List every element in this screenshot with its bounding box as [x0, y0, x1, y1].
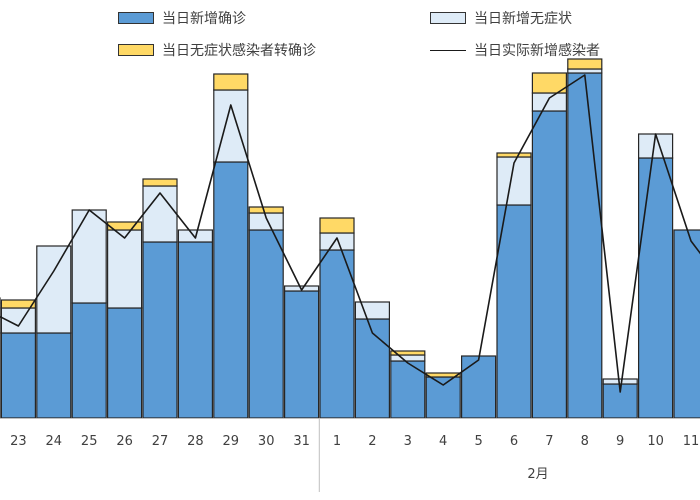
x-tick-label-10: 10 [647, 434, 664, 449]
x-tick-label-24: 24 [46, 434, 63, 449]
x-tick-label-30: 30 [258, 434, 275, 449]
x-tick-label-5: 5 [474, 434, 482, 449]
bar-converted-7 [531, 72, 568, 94]
bar-confirmed-4 [425, 376, 461, 419]
legend-label-asymptomatic: 当日新增无症状 [474, 11, 572, 27]
bar-confirmed-23 [0, 332, 36, 419]
bar-confirmed-24 [36, 332, 72, 419]
bar-converted-23 [0, 299, 36, 309]
bar-confirmed-31 [284, 290, 320, 419]
x-tick-label-28: 28 [187, 434, 204, 449]
bar-asymptomatic-7 [531, 92, 568, 112]
bar-confirmed-2 [354, 318, 390, 419]
bar-confirmed-29 [213, 161, 249, 419]
bar-confirmed-10 [637, 157, 674, 419]
x-tick-label-4: 4 [439, 434, 447, 449]
x-tick-label-29: 29 [223, 434, 240, 449]
x-group-label: 2月 [527, 467, 548, 482]
legend-label-actual: 当日实际新增感染者 [474, 43, 600, 59]
x-tick-label-26: 26 [116, 434, 133, 449]
bar-converted-1 [319, 217, 355, 234]
bar-confirmed-8 [567, 72, 603, 419]
bar-converted-29 [213, 73, 249, 91]
bar-asymptomatic-27 [142, 185, 178, 243]
legend-swatch-converted [118, 44, 154, 56]
bar-confirmed-5 [461, 355, 497, 419]
legend-item-converted: 当日无症状感染者转确诊 [118, 40, 316, 60]
bar-confirmed-11 [673, 229, 700, 419]
bar-asymptomatic-1 [319, 232, 355, 251]
bar-asymptomatic-2 [354, 301, 390, 320]
bar-converted-26 [106, 221, 143, 231]
bar-asymptomatic-6 [496, 156, 532, 206]
bar-converted-6 [496, 152, 532, 158]
x-tick-label-11: 11 [683, 434, 700, 449]
bar-confirmed-7 [531, 110, 568, 419]
bar-confirmed-25 [71, 302, 107, 419]
bar-confirmed-6 [496, 204, 532, 419]
legend-line-actual [430, 49, 466, 51]
x-tick-label-9: 9 [616, 434, 624, 449]
bar-confirmed-27 [142, 241, 178, 419]
x-tick-label-27: 27 [152, 434, 169, 449]
x-tick-label-6: 6 [510, 434, 518, 449]
x-tick-label-25: 25 [81, 434, 98, 449]
bar-asymptomatic-3 [390, 354, 426, 362]
x-tick-label-3: 3 [404, 434, 412, 449]
bar-confirmed-1 [319, 249, 355, 419]
bar-asymptomatic-26 [106, 229, 143, 309]
bar-converted-8 [567, 58, 603, 70]
bar-confirmed-30 [248, 229, 284, 419]
bar-converted-27 [142, 178, 178, 187]
x-tick-label-1: 1 [333, 434, 341, 449]
legend-item-asymptomatic: 当日新增无症状 [430, 8, 572, 28]
bar-converted-3 [390, 350, 426, 356]
legend-label-confirmed: 当日新增确诊 [162, 11, 246, 27]
bar-asymptomatic-25 [71, 209, 107, 304]
x-tick-label-23: 23 [10, 434, 27, 449]
x-tick-label-8: 8 [581, 434, 589, 449]
legend-label-converted: 当日无症状感染者转确诊 [162, 43, 316, 59]
bar-confirmed-28 [177, 241, 213, 419]
legend-swatch-asymptomatic [430, 12, 466, 24]
bar-asymptomatic-9 [602, 378, 638, 385]
legend: 当日新增确诊 当日新增无症状 当日无症状感染者转确诊 当日实际新增感染者 [0, 0, 700, 70]
bar-confirmed-26 [106, 307, 143, 419]
x-tick-label-7: 7 [545, 434, 553, 449]
legend-item-actual: 当日实际新增感染者 [430, 40, 600, 60]
bar-converted-30 [248, 206, 284, 214]
x-tick-label-31: 31 [293, 434, 310, 449]
legend-swatch-confirmed [118, 12, 154, 24]
line-actual-infections [0, 74, 700, 393]
x-tick-label-2: 2 [368, 434, 376, 449]
legend-item-confirmed: 当日新增确诊 [118, 8, 246, 28]
